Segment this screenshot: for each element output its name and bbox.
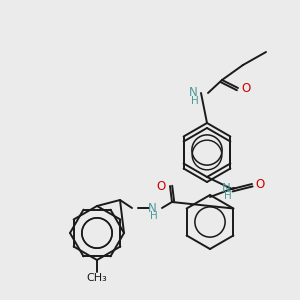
Text: O: O bbox=[255, 178, 265, 190]
Text: CH₃: CH₃ bbox=[87, 273, 107, 283]
Text: H: H bbox=[150, 211, 158, 221]
Text: O: O bbox=[242, 82, 250, 95]
Text: O: O bbox=[156, 179, 166, 193]
Text: N: N bbox=[148, 202, 156, 214]
Text: H: H bbox=[224, 191, 232, 201]
Text: N: N bbox=[189, 86, 197, 100]
Text: N: N bbox=[222, 182, 230, 194]
Text: H: H bbox=[191, 96, 199, 106]
